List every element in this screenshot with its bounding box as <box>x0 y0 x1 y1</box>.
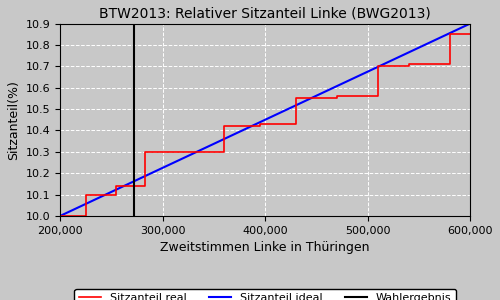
Legend: Sitzanteil real, Sitzanteil ideal, Wahlergebnis: Sitzanteil real, Sitzanteil ideal, Wahle… <box>74 289 456 300</box>
Sitzanteil real <box>114 184 119 188</box>
Sitzanteil real <box>57 214 63 218</box>
Sitzanteil real <box>406 64 412 68</box>
Sitzanteil real <box>293 97 299 100</box>
Sitzanteil real <box>447 32 453 36</box>
Sitzanteil real <box>334 94 340 98</box>
Sitzanteil real <box>180 150 186 154</box>
Sitzanteil real <box>114 193 119 196</box>
Sitzanteil real <box>257 122 263 126</box>
Sitzanteil real <box>180 150 186 154</box>
Sitzanteil real <box>468 32 473 36</box>
Sitzanteil real <box>447 62 453 66</box>
Sitzanteil real <box>221 124 227 128</box>
X-axis label: Zweitstimmen Linke in Thüringen: Zweitstimmen Linke in Thüringen <box>160 241 370 254</box>
Sitzanteil real <box>221 150 227 154</box>
Sitzanteil real <box>375 64 381 68</box>
Sitzanteil real <box>82 214 88 218</box>
Sitzanteil real <box>142 184 148 188</box>
Line: Sitzanteil real: Sitzanteil real <box>60 34 470 216</box>
Y-axis label: Sitzanteil(%): Sitzanteil(%) <box>7 80 20 160</box>
Sitzanteil real <box>406 62 412 66</box>
Sitzanteil real <box>293 122 299 126</box>
Sitzanteil real <box>142 150 148 154</box>
Sitzanteil real <box>375 94 381 98</box>
Title: BTW2013: Relativer Sitzanteil Linke (BWG2013): BTW2013: Relativer Sitzanteil Linke (BWG… <box>100 7 431 21</box>
Sitzanteil real <box>257 124 263 128</box>
Sitzanteil real <box>82 193 88 196</box>
Sitzanteil real <box>334 97 340 100</box>
